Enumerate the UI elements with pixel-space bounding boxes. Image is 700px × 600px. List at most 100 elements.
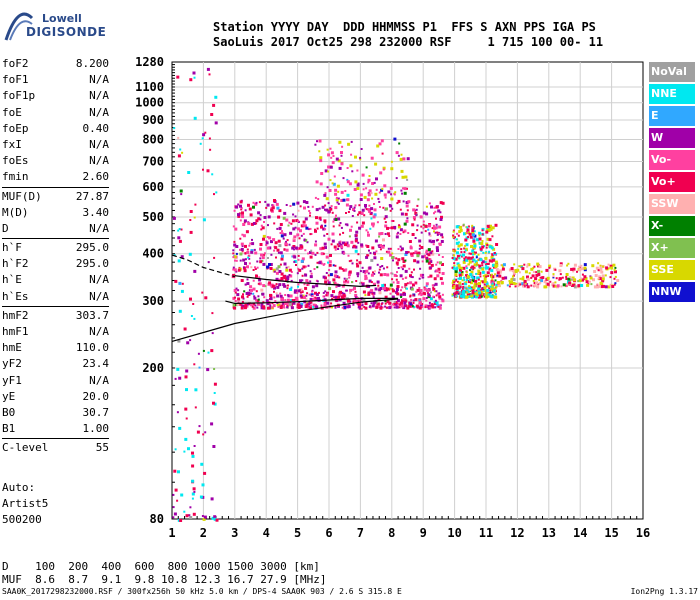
echo-point xyxy=(342,301,346,305)
echo-point xyxy=(257,211,261,215)
echo-point xyxy=(415,208,418,211)
echo-point xyxy=(376,221,379,224)
echo-point xyxy=(352,303,355,306)
echo-point xyxy=(495,262,499,266)
echo-point xyxy=(472,238,476,242)
echo-point xyxy=(333,245,337,249)
echo-point xyxy=(407,200,411,204)
echo-point xyxy=(247,256,250,259)
station-header: Station YYYY DAY DDD HHMMSS P1 FFS S AXN… xyxy=(213,20,603,50)
echo-point xyxy=(412,301,415,304)
echo-point xyxy=(352,299,355,302)
echo-point xyxy=(466,290,469,293)
echo-point xyxy=(492,280,495,283)
echo-point xyxy=(265,206,268,209)
echo-point xyxy=(266,302,270,306)
echo-point xyxy=(416,288,420,292)
echo-point xyxy=(422,220,425,223)
echo-point xyxy=(494,279,497,282)
echo-point xyxy=(439,201,443,205)
echo-point xyxy=(425,251,428,254)
echo-point xyxy=(375,250,378,253)
echo-point xyxy=(279,302,283,306)
echo-point xyxy=(374,301,377,304)
echo-point xyxy=(355,262,358,265)
echo-point xyxy=(331,182,334,185)
echo-point xyxy=(354,239,358,243)
echo-point xyxy=(386,266,389,269)
echo-point xyxy=(481,270,485,274)
echo-point xyxy=(338,166,342,170)
param-value: 295.0 xyxy=(75,241,109,255)
echo-point xyxy=(468,232,472,236)
echo-point xyxy=(455,287,459,291)
echo-point xyxy=(347,299,350,303)
echo-point xyxy=(384,287,388,291)
echo-point xyxy=(270,240,273,244)
echo-point xyxy=(415,290,418,293)
echo-point xyxy=(334,281,337,284)
echo-point xyxy=(466,226,469,229)
echo-point xyxy=(265,241,269,245)
echo-point xyxy=(384,302,387,305)
echo-point xyxy=(237,297,241,301)
echo-point xyxy=(440,215,443,219)
x-tick-label: 5 xyxy=(294,526,301,540)
echo-point xyxy=(401,268,404,271)
echo-point xyxy=(257,298,260,301)
echo-point xyxy=(389,253,393,257)
echo-point xyxy=(406,217,409,220)
echo-point xyxy=(599,268,603,272)
echo-point xyxy=(237,213,240,217)
echo-point xyxy=(392,281,395,284)
auto-line2: Artist5 xyxy=(2,497,49,510)
echo-point xyxy=(471,291,475,295)
param-value: N/A xyxy=(89,325,109,338)
echo-point xyxy=(279,294,283,298)
echo-point xyxy=(189,219,192,221)
echo-point xyxy=(339,222,342,224)
echo-point xyxy=(470,245,473,248)
echo-point xyxy=(490,255,494,259)
echo-point xyxy=(434,231,437,234)
echo-point xyxy=(452,234,455,237)
param-name: h`Es xyxy=(2,289,29,303)
param-row: foEs N/A xyxy=(2,153,109,169)
echo-point xyxy=(295,219,299,223)
echo-point xyxy=(395,151,399,155)
echo-point xyxy=(578,265,581,268)
echo-point xyxy=(435,269,439,273)
echo-point xyxy=(330,151,334,155)
echo-point xyxy=(248,254,251,257)
echo-point xyxy=(427,276,430,279)
echo-point xyxy=(411,223,415,227)
echo-point xyxy=(388,306,392,310)
echo-point xyxy=(462,276,465,279)
echo-point xyxy=(366,198,370,202)
echo-point xyxy=(192,512,196,516)
echo-point xyxy=(489,224,492,228)
echo-point xyxy=(332,182,336,186)
echo-point xyxy=(248,302,251,306)
echo-point xyxy=(483,280,487,283)
echo-point xyxy=(268,281,272,285)
echo-point xyxy=(421,276,424,279)
echo-point xyxy=(346,178,349,181)
echo-point xyxy=(273,286,276,290)
x-tick-label: 12 xyxy=(510,526,524,540)
echo-point xyxy=(342,241,345,245)
param-row: yF1 N/A xyxy=(2,373,109,389)
param-value: 20.0 xyxy=(82,389,110,403)
echo-point xyxy=(459,294,463,298)
echo-point xyxy=(554,268,557,271)
echo-point xyxy=(176,499,179,502)
echo-point xyxy=(185,388,188,392)
echo-point xyxy=(334,218,338,221)
echo-point xyxy=(490,276,493,278)
echo-point xyxy=(567,277,571,281)
echo-point xyxy=(315,216,318,220)
echo-point xyxy=(191,454,195,458)
echo-point xyxy=(441,293,444,296)
echo-point xyxy=(404,304,407,307)
echo-point xyxy=(457,234,460,237)
